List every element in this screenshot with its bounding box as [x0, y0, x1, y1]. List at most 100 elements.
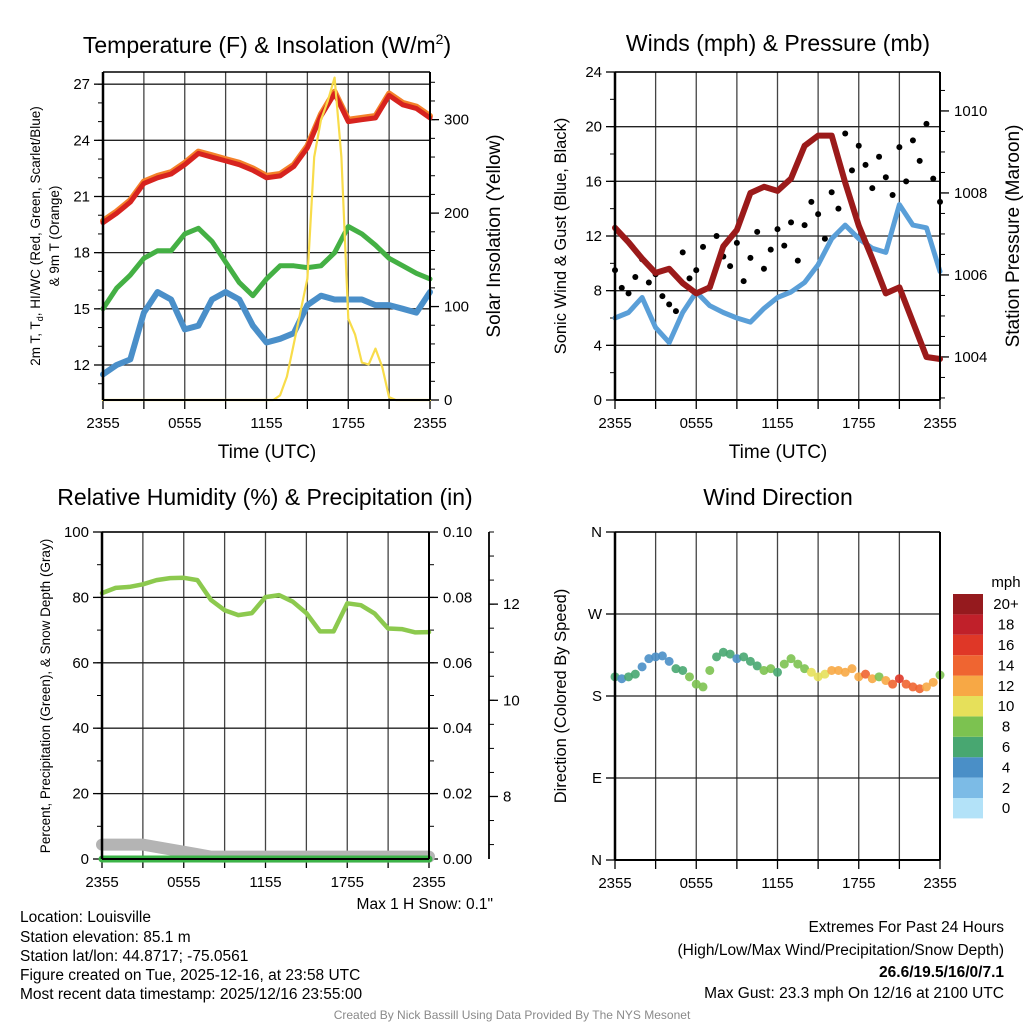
wind-direction-point: [766, 664, 776, 674]
x-tick-label: 0555: [167, 874, 200, 891]
right-y-tick-label: 12: [503, 596, 520, 613]
x-tick-label: 1155: [250, 415, 282, 432]
wind-direction-point: [732, 654, 742, 664]
wind-direction-point: [840, 667, 850, 677]
x-tick-label: 0555: [680, 875, 713, 892]
colorbar-label: 14: [998, 657, 1015, 674]
wind-direction-point: [800, 664, 810, 674]
direction-y-axis-label: Direction (Colored By Speed): [552, 589, 570, 804]
wind-direction-point: [664, 656, 674, 666]
wind-direction-point: [739, 652, 749, 662]
extremes-legend: (High/Low/Max Wind/Precipitation/Snow De…: [678, 942, 1005, 959]
colorbar-unit: mph: [991, 574, 1020, 591]
colorbar-label: 12: [998, 678, 1015, 695]
right-y-tick-label: 0.00: [443, 851, 472, 868]
y-tick-label: N: [591, 852, 602, 869]
gust-point: [645, 279, 652, 286]
wind-direction-point: [657, 651, 667, 661]
wind-direction-point: [651, 652, 661, 662]
colorbar-cell: [953, 798, 983, 819]
colorbar-label: 0: [1002, 800, 1010, 817]
gust-point: [747, 254, 754, 261]
wind-speed-colorbar: 0 2 4 6 8 10 12 14 16 18 20+: [953, 594, 1019, 819]
winds-panel-title: Winds (mph) & Pressure (mb): [626, 30, 930, 56]
station-elevation: Station elevation: 85.1 m: [20, 929, 191, 946]
y-tick-label: 8: [594, 283, 602, 300]
colorbar-cell: [953, 696, 983, 717]
wind-direction-panel-title: Wind Direction: [703, 484, 853, 510]
gust-point: [876, 153, 883, 160]
y-tick-label: 27: [73, 76, 90, 93]
colorbar-cell: [953, 716, 983, 737]
max-snow-label: Max 1 H Snow: 0.1": [357, 896, 493, 913]
gust-point: [659, 293, 666, 300]
gust-point: [781, 242, 788, 249]
station-pressure-line: [612, 132, 943, 362]
x-tick-label: 1755: [331, 874, 364, 891]
gust-point: [774, 226, 781, 233]
y-tick-label: E: [592, 770, 602, 787]
right-y-tick-label: 1010: [954, 103, 987, 120]
wind-direction-point: [773, 667, 782, 677]
right-y-tick-label: 300: [444, 112, 469, 129]
x-tick-label: 1155: [761, 415, 793, 432]
colorbar-label: 8: [1002, 719, 1010, 736]
wind-direction-point: [861, 669, 871, 679]
station-latlon: Station lat/lon: 44.8717; -75.0561: [20, 948, 248, 965]
wind-direction-point: [921, 682, 931, 692]
wind-direction-point: [698, 682, 708, 692]
credit-line: Created By Nick Bassill Using Data Provi…: [334, 1008, 691, 1022]
y-tick-label: S: [592, 688, 602, 705]
station-location: Location: Louisville: [20, 909, 151, 926]
y-tick-label: 40: [72, 720, 89, 737]
y-tick-label: 21: [73, 188, 90, 205]
y-tick-label: 15: [73, 301, 90, 318]
x-tick-label: 0555: [680, 415, 713, 432]
colorbar-label: 18: [998, 617, 1015, 634]
wind-direction-point: [827, 665, 837, 675]
x-tick-label: 1755: [842, 875, 875, 892]
x-tick-label: 2355: [923, 875, 956, 892]
temperature-2m-line: [100, 91, 433, 226]
colorbar-cell: [953, 594, 983, 615]
y-tick-label: 80: [72, 589, 89, 606]
right-y-tick-label: 10: [503, 692, 520, 709]
wind-direction-point: [718, 647, 728, 657]
solar-y-axis-label: Solar Insolation (Yellow): [484, 134, 505, 337]
gust-point: [821, 235, 828, 242]
gust-point: [862, 161, 869, 168]
wind-direction-point: [759, 665, 769, 675]
gust-point: [733, 239, 740, 246]
gust-point: [740, 278, 747, 285]
right-y-tick-label: 0: [444, 392, 452, 409]
wind-direction-point: [617, 674, 627, 684]
gust-point: [788, 219, 795, 226]
x-tick-label: 2355: [412, 874, 445, 891]
temperature-y-axis-label-line2: & 9m T (Orange): [47, 186, 62, 287]
wind-direction-point: [725, 649, 735, 659]
x-tick-label: 2355: [598, 875, 631, 892]
gust-point: [713, 233, 720, 239]
y-tick-label: 16: [585, 173, 602, 190]
colorbar-label: 10: [998, 698, 1015, 715]
gust-point: [896, 144, 903, 151]
winds-y-axis-label: Sonic Wind & Gust (Blue, Black): [552, 118, 570, 355]
gust-point: [869, 185, 876, 192]
right-y-tick-label: 0.10: [443, 524, 472, 541]
winds-x-axis-label: Time (UTC): [729, 442, 828, 463]
wind-direction-point: [888, 679, 898, 689]
pressure-y-axis-label: Station Pressure (Maroon): [1003, 125, 1024, 348]
wind-direction-point: [813, 672, 823, 682]
wind-chill-line: [100, 289, 433, 378]
gust-point: [835, 205, 842, 212]
figure-created: Figure created on Tue, 2025-12-16, at 23…: [20, 967, 360, 984]
humidity-panel-title: Relative Humidity (%) & Precipitation (i…: [57, 484, 472, 510]
wind-direction-point: [684, 672, 694, 682]
x-tick-label: 2355: [598, 415, 631, 432]
right-y-tick-label: 8: [503, 788, 511, 805]
gust-point: [618, 284, 625, 291]
y-tick-label: 12: [73, 357, 90, 374]
temperature-y-axis-label: 2m T, Td, HI/WC (Red, Green, Scarlet/Blu…: [28, 106, 45, 366]
gust-point: [808, 198, 815, 205]
wind-direction-point: [779, 659, 789, 669]
